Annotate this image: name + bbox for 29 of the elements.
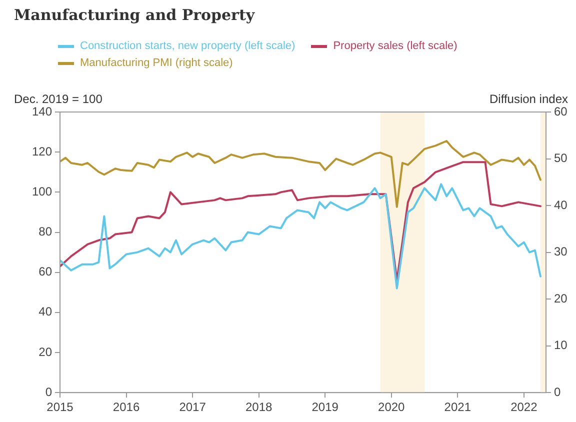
x-tick-label: 2020	[378, 400, 406, 414]
legend-label: Manufacturing PMI (right scale)	[80, 57, 233, 69]
y2-tick-label: 50	[554, 151, 568, 166]
y-tick-label: 120	[32, 144, 52, 158]
legend-label: Construction starts, new property (left scale)	[80, 40, 296, 52]
y2-tick-label: 60	[554, 104, 568, 118]
y2-tick-label: 40	[554, 198, 568, 212]
x-tick-label: 2017	[179, 400, 206, 414]
y-tick-label: 100	[32, 184, 52, 198]
y2-axis-title: Diffusion index	[490, 92, 568, 106]
x-tick-label: 2016	[112, 400, 140, 414]
chart-title: Manufacturing and Property	[14, 6, 255, 24]
y2-tick-label: 30	[554, 244, 568, 259]
y2-tick-label: 20	[554, 291, 568, 306]
y-tick-label: 40	[38, 304, 52, 319]
y-tick-label: 80	[38, 224, 52, 239]
y2-tick-label: 0	[554, 384, 561, 399]
x-tick-label: 2022	[510, 400, 538, 414]
y-tick-label: 0	[45, 384, 52, 399]
x-tick-label: 2021	[444, 400, 472, 414]
legend-label: Property sales (left scale)	[333, 40, 458, 52]
x-tick-label: 2018	[245, 400, 272, 414]
x-tick-label: 2015	[46, 400, 74, 414]
y2-tick-label: 10	[554, 338, 568, 352]
y-tick-label: 60	[38, 264, 52, 279]
y-axis-title: Dec. 2019 = 100	[14, 92, 102, 106]
x-tick-label: 2019	[312, 400, 339, 414]
y-tick-label: 20	[38, 344, 52, 359]
y-tick-label: 140	[32, 104, 52, 118]
